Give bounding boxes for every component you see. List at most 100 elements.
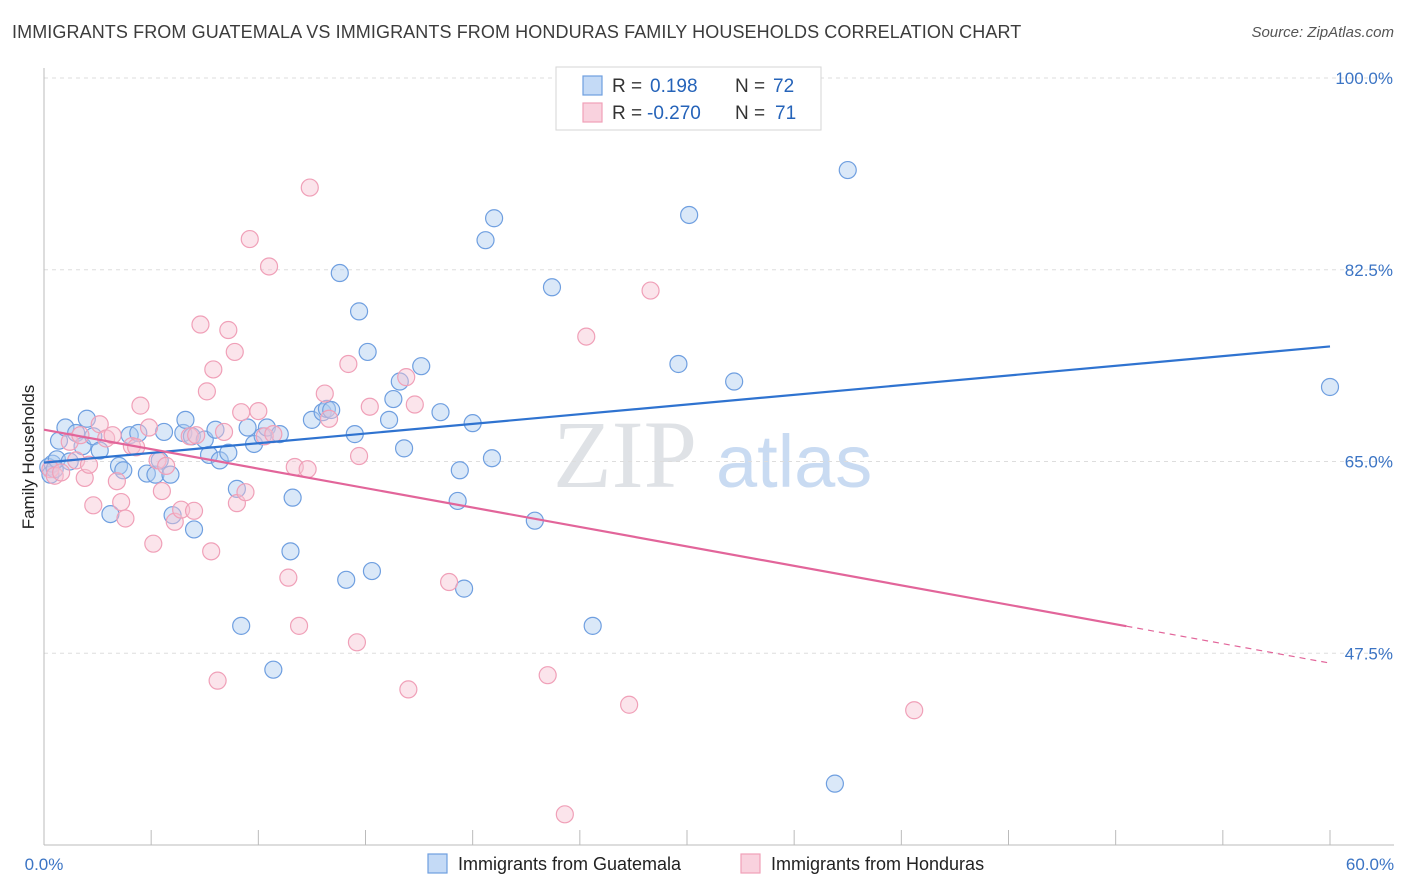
point-guatemala-68: [583, 616, 602, 635]
point-guatemala-13: [101, 504, 120, 524]
point-honduras-42: [259, 257, 279, 276]
stats-r-label-guatemala: R =: [612, 76, 642, 97]
watermark: ZIP atlas: [553, 401, 872, 508]
point-honduras-30: [202, 542, 221, 561]
y-tick-labels: 47.5% 65.0% 82.5% 100.0%: [1335, 69, 1393, 663]
legend: Immigrants from Guatemala Immigrants fro…: [427, 853, 984, 874]
point-guatemala-40: [270, 425, 289, 444]
point-guatemala-35: [238, 418, 257, 437]
point-honduras-55: [397, 368, 416, 387]
watermark-atlas: atlas: [716, 420, 872, 503]
point-guatemala-71: [725, 372, 744, 391]
stats-r-value-honduras: -0.270: [647, 103, 701, 124]
point-honduras-19: [144, 534, 163, 553]
point-honduras-62: [620, 695, 639, 714]
trend-layer: [43, 345, 1331, 664]
point-honduras-25: [180, 427, 199, 446]
point-guatemala-39: [264, 660, 283, 679]
point-guatemala-69: [669, 354, 688, 374]
point-honduras-57: [405, 395, 424, 414]
point-guatemala-15: [114, 461, 133, 480]
source-label: Source: ZipAtlas.com: [1251, 24, 1394, 41]
point-guatemala-67: [542, 278, 562, 297]
point-honduras-60: [555, 805, 574, 824]
point-guatemala-65: [485, 209, 504, 228]
point-honduras-56: [399, 680, 418, 699]
point-guatemala-57: [412, 357, 431, 376]
legend-swatch-guatemala: [427, 853, 448, 874]
point-honduras-2: [52, 463, 71, 482]
point-honduras-17: [131, 396, 150, 415]
point-guatemala-50: [349, 302, 369, 321]
trendline-honduras-extension: [1126, 625, 1331, 664]
x-axis-ticks: [43, 830, 1331, 845]
point-guatemala-51: [358, 342, 377, 362]
points-layer: [39, 160, 1340, 824]
point-honduras-12: [107, 472, 126, 491]
point-guatemala-22: [161, 465, 180, 484]
point-guatemala-70: [680, 205, 699, 225]
y-tick-label-1: 65.0%: [1345, 453, 1393, 472]
point-guatemala-42: [283, 488, 302, 507]
stats-r-label-honduras: R =: [612, 103, 642, 124]
point-guatemala-52: [362, 561, 382, 581]
trendline-honduras: [43, 428, 1127, 628]
point-guatemala-61: [454, 579, 474, 598]
point-honduras-8: [84, 496, 103, 515]
point-guatemala-60: [450, 461, 469, 480]
point-honduras-34: [219, 320, 238, 340]
point-honduras-44: [279, 568, 298, 587]
point-guatemala-25: [176, 410, 195, 429]
point-honduras-28: [191, 315, 210, 334]
stats-n-value-honduras: 71: [775, 103, 796, 124]
point-guatemala-74: [1320, 377, 1340, 397]
y-axis-label: Family Households: [19, 385, 38, 530]
point-guatemala-34: [232, 616, 251, 635]
point-guatemala-54: [384, 389, 403, 409]
point-honduras-40: [249, 401, 268, 421]
point-guatemala-21: [154, 422, 174, 442]
y-tick-label-2: 82.5%: [1345, 261, 1393, 280]
point-honduras-35: [225, 342, 244, 362]
point-honduras-21: [152, 481, 171, 501]
point-honduras-53: [349, 446, 369, 466]
point-guatemala-47: [330, 263, 349, 283]
y-tick-label-3: 100.0%: [1335, 69, 1393, 88]
point-honduras-50: [319, 409, 339, 428]
point-honduras-31: [204, 360, 223, 379]
trendline-guatemala: [43, 345, 1331, 464]
point-honduras-11: [103, 426, 122, 445]
point-honduras-32: [208, 671, 227, 690]
point-guatemala-32: [219, 443, 238, 462]
point-honduras-14: [116, 509, 135, 528]
stats-n-label-honduras: N =: [735, 103, 765, 124]
point-guatemala-56: [394, 439, 414, 458]
point-honduras-24: [172, 500, 191, 519]
point-honduras-22: [157, 456, 176, 475]
stats-box: R = 0.198 N = 72 R = -0.270 N = 71: [555, 66, 822, 131]
point-honduras-51: [339, 354, 358, 374]
point-honduras-46: [289, 616, 309, 635]
point-guatemala-41: [281, 542, 300, 561]
point-honduras-27: [187, 426, 206, 445]
point-honduras-43: [264, 425, 283, 444]
point-honduras-49: [315, 384, 334, 403]
point-honduras-64: [905, 701, 924, 720]
point-honduras-38: [236, 483, 255, 502]
point-guatemala-63: [476, 231, 495, 250]
stats-swatch-honduras: [582, 102, 603, 123]
point-guatemala-48: [337, 570, 356, 589]
point-guatemala-73: [838, 160, 857, 180]
point-honduras-59: [538, 666, 557, 685]
point-guatemala-58: [431, 403, 450, 422]
point-honduras-37: [232, 403, 251, 422]
point-guatemala-64: [482, 449, 502, 468]
x-tick-label-min: 0.0%: [25, 855, 64, 874]
x-tick-label-max: 60.0%: [1346, 855, 1394, 874]
stats-n-value-guatemala: 72: [773, 76, 794, 97]
point-guatemala-72: [825, 774, 844, 793]
point-honduras-7: [79, 455, 99, 474]
stats-n-label-guatemala: N =: [735, 76, 765, 97]
point-honduras-29: [197, 382, 216, 401]
point-guatemala-27: [184, 520, 204, 539]
